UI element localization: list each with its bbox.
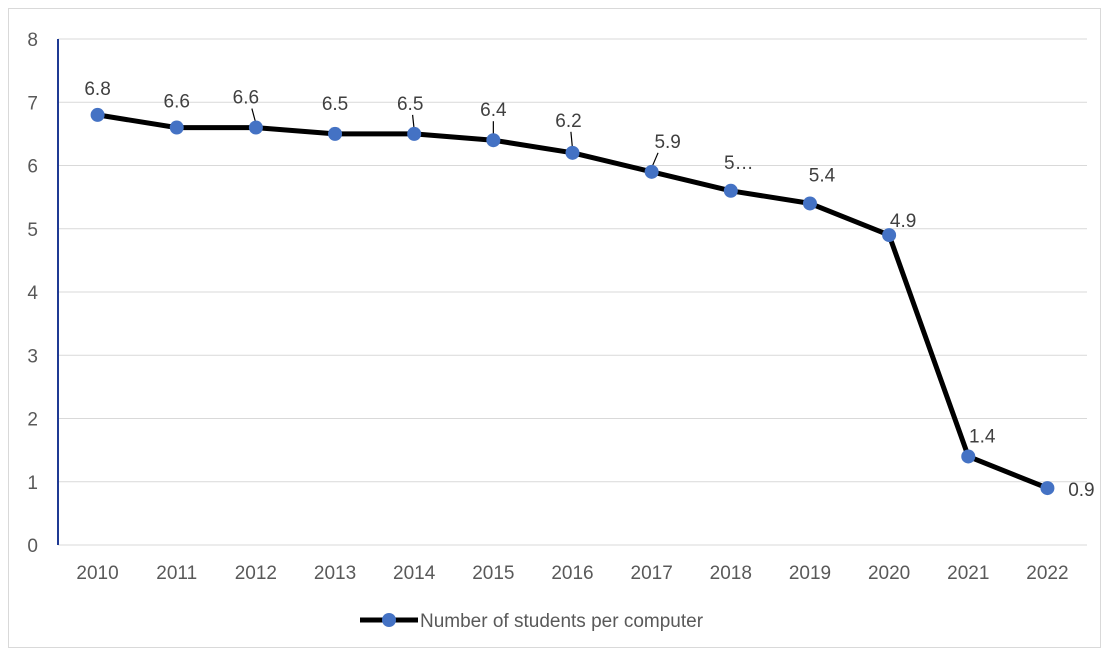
data-label: 5.9	[654, 132, 680, 153]
data-point	[248, 120, 263, 135]
x-tick-label: 2018	[710, 563, 752, 584]
data-label: 6.5	[322, 94, 348, 115]
x-tick-label: 2022	[1026, 563, 1068, 584]
x-tick-label: 2017	[631, 563, 673, 584]
x-tick-label: 2021	[947, 563, 989, 584]
legend-marker-swatch	[382, 613, 396, 627]
data-label: 6.2	[555, 111, 581, 132]
data-label: 1.4	[969, 426, 996, 447]
y-tick-label: 4	[27, 283, 38, 304]
data-point	[644, 164, 659, 179]
y-tick-label: 7	[27, 93, 38, 114]
y-tick-label: 6	[27, 157, 38, 178]
data-labels: 6.8 6.6 6.6 6.5 6.5 6.4 6.2 5.9 5… 5.4 4.9 1.4 0.9	[84, 79, 1094, 501]
data-point	[486, 133, 501, 148]
y-tick-label: 2	[27, 410, 38, 431]
data-point	[90, 107, 105, 122]
y-tick-label: 1	[27, 473, 38, 494]
x-tick-label: 2015	[472, 563, 514, 584]
legend-series-name: Number of students per computer	[420, 611, 704, 632]
series-line	[97, 112, 1049, 491]
x-tick-label: 2012	[235, 563, 277, 584]
data-point	[882, 228, 897, 243]
x-tick-label: 2010	[76, 563, 118, 584]
data-label: 5…	[724, 153, 754, 174]
data-point	[407, 126, 422, 141]
data-label: 5.4	[809, 165, 836, 186]
data-point	[565, 145, 580, 160]
data-point	[961, 449, 976, 464]
data-point	[1040, 481, 1055, 496]
data-points	[90, 107, 1055, 496]
x-tick-label: 2014	[393, 563, 436, 584]
data-label: 0.9	[1068, 480, 1094, 501]
data-point	[802, 196, 817, 211]
x-axis-ticks: 2010 2011 2012 2013 2014 2015 2016 2017 2018 2019…	[76, 563, 1068, 584]
data-label: 6.4	[480, 100, 507, 121]
y-tick-label: 3	[27, 346, 38, 367]
data-label: 6.6	[164, 92, 190, 113]
y-tick-label: 8	[27, 30, 38, 51]
data-label: 6.8	[84, 79, 110, 100]
y-tick-label: 5	[27, 220, 38, 241]
x-tick-label: 2016	[551, 563, 593, 584]
y-tick-label: 0	[27, 536, 38, 557]
data-point	[723, 183, 738, 198]
data-label: 6.6	[233, 88, 259, 109]
x-tick-label: 2020	[868, 563, 910, 584]
gridlines	[58, 38, 1087, 546]
x-tick-label: 2019	[789, 563, 831, 584]
legend: Number of students per computer	[360, 611, 704, 632]
data-label: 4.9	[890, 211, 916, 232]
chart-frame	[8, 8, 1101, 648]
x-tick-label: 2013	[314, 563, 356, 584]
data-label: 6.5	[397, 94, 423, 115]
data-point	[328, 126, 343, 141]
x-tick-label: 2011	[156, 563, 197, 584]
y-axis-ticks: 0 1 2 3 4 5 6 7 8	[27, 30, 38, 557]
data-point	[169, 120, 184, 135]
